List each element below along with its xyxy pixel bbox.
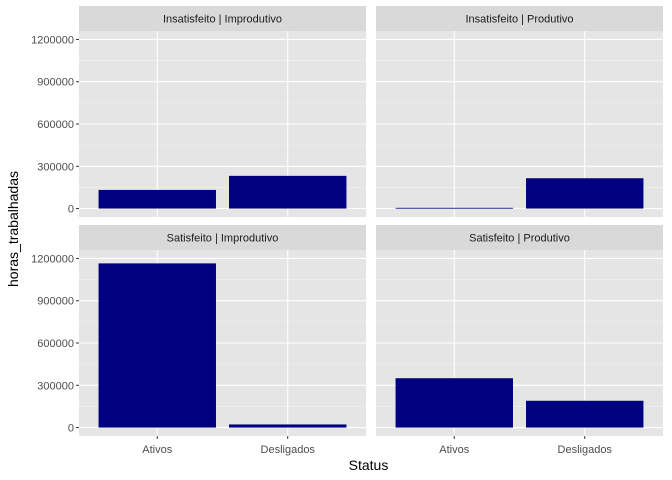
x-tick-label: Desligados: [261, 444, 316, 456]
facet-strip-label: Satisfeito | Improdutivo: [167, 233, 279, 245]
y-axis-title: horas_trabalhadas: [5, 171, 21, 287]
bar: [395, 378, 513, 428]
facet-strip: [79, 6, 366, 31]
y-tick-label: 900000: [37, 296, 74, 308]
bar: [98, 263, 216, 428]
facet-panel: Satisfeito | Produtivo Ativos Desligados: [376, 225, 663, 456]
x-tick-label: Desligados: [558, 444, 613, 456]
facet-strip: [376, 6, 663, 31]
facet-panel: Insatisfeito | Improdutivo 0 300000 600000 9…: [31, 6, 366, 217]
y-tick-label: 900000: [37, 77, 74, 89]
y-tick-label: 1200000: [31, 253, 74, 265]
facet-panel: Insatisfeito | Produtivo: [376, 6, 663, 217]
facet-strip-label: Insatisfeito | Produtivo: [465, 14, 573, 26]
y-tick-label: 300000: [37, 161, 74, 173]
x-tick-label: Ativos: [142, 444, 172, 456]
y-tick-label: 600000: [37, 338, 74, 350]
y-tick-label: 1200000: [31, 34, 74, 46]
facet-strip-label: Satisfeito | Produtivo: [469, 233, 570, 245]
bar: [526, 178, 644, 209]
facet-strip: [79, 225, 366, 250]
x-axis-title: Status: [349, 457, 389, 473]
facet-strip-label: Insatisfeito | Improdutivo: [163, 14, 282, 26]
bar: [395, 207, 513, 209]
bar: [229, 175, 347, 209]
facet-strip: [376, 225, 663, 250]
bar: [98, 189, 216, 209]
y-tick-label: 0: [68, 423, 74, 435]
x-tick-label: Ativos: [439, 444, 469, 456]
y-tick-label: 300000: [37, 380, 74, 392]
bar: [229, 424, 347, 428]
bar: [526, 400, 644, 428]
y-tick-label: 600000: [37, 119, 74, 131]
y-tick-label: 0: [68, 204, 74, 216]
facet-panel: Satisfeito | Improdutivo 0 300000 600000 900…: [31, 225, 366, 456]
